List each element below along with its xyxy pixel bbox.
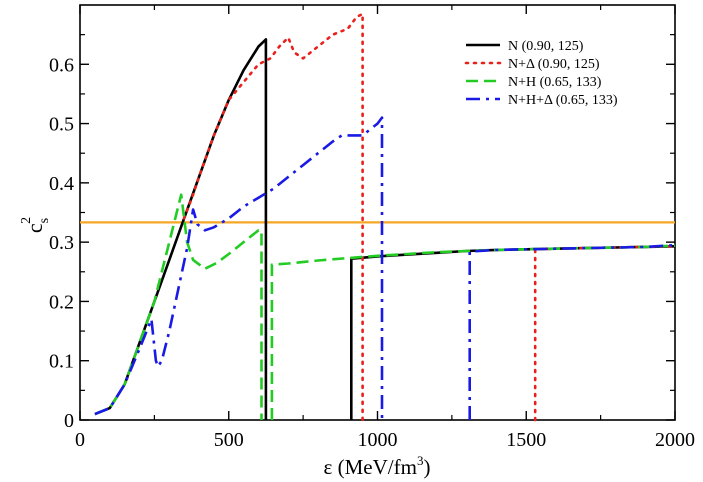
ticks-group: 0 500 1000 1500 2000 0 0.1 0.2 0.3 0.4 0.5 0.6 — [49, 5, 695, 451]
legend-label-3: N+H (0.65, 133) — [508, 75, 602, 90]
series-3-segment-2 — [270, 244, 676, 420]
legend-label-1: N (0.90, 125) — [508, 39, 584, 54]
y-tick-label: 0.4 — [49, 173, 74, 195]
x-tick-label: 2000 — [655, 429, 695, 451]
y-tick-label: 0.1 — [49, 351, 74, 373]
series-1-segment-1 — [94, 38, 268, 420]
x-axis-label-sup: 3 — [417, 453, 424, 468]
x-axis-label-suffix: ) — [423, 455, 430, 479]
y-tick-label: 0.5 — [49, 114, 74, 136]
series-2-segment-1 — [182, 12, 364, 422]
y-axis-label-sub: s — [37, 218, 52, 223]
x-tick-label: 500 — [214, 429, 244, 451]
y-tick-label: 0 — [64, 410, 74, 432]
series-4-segment-2 — [468, 243, 676, 420]
y-tick-label: 0.6 — [49, 54, 74, 76]
series-2-segment-2 — [533, 245, 677, 422]
y-axis-label: cs2 — [19, 217, 52, 233]
x-axis-label-main: ε (MeV/fm — [324, 455, 417, 479]
series-3-segment-1 — [94, 193, 263, 420]
series-1-segment-2 — [349, 245, 676, 420]
y-tick-label: 0.2 — [49, 291, 74, 313]
series-3 — [94, 193, 676, 420]
x-tick-label: 0 — [75, 429, 85, 451]
series-4-segment-1 — [94, 116, 384, 420]
y-tick-label: 0.3 — [49, 232, 74, 254]
series-group — [94, 12, 677, 422]
legend-label-2: N+Δ (0.90, 125) — [508, 57, 600, 72]
legend: N (0.90, 125) N+Δ (0.90, 125) N+H (0.65, 1… — [464, 39, 618, 108]
svg-text:cs2: cs2 — [19, 217, 52, 233]
x-tick-label: 1000 — [358, 429, 398, 451]
y-axis-label-main: c — [22, 223, 47, 233]
y-axis-label-sup: 2 — [19, 217, 34, 224]
x-axis-label: ε (MeV/fm3) — [324, 453, 431, 479]
legend-label-4: N+H+Δ (0.65, 133) — [508, 93, 618, 108]
x-tick-label: 1500 — [506, 429, 546, 451]
series-4 — [94, 116, 676, 420]
